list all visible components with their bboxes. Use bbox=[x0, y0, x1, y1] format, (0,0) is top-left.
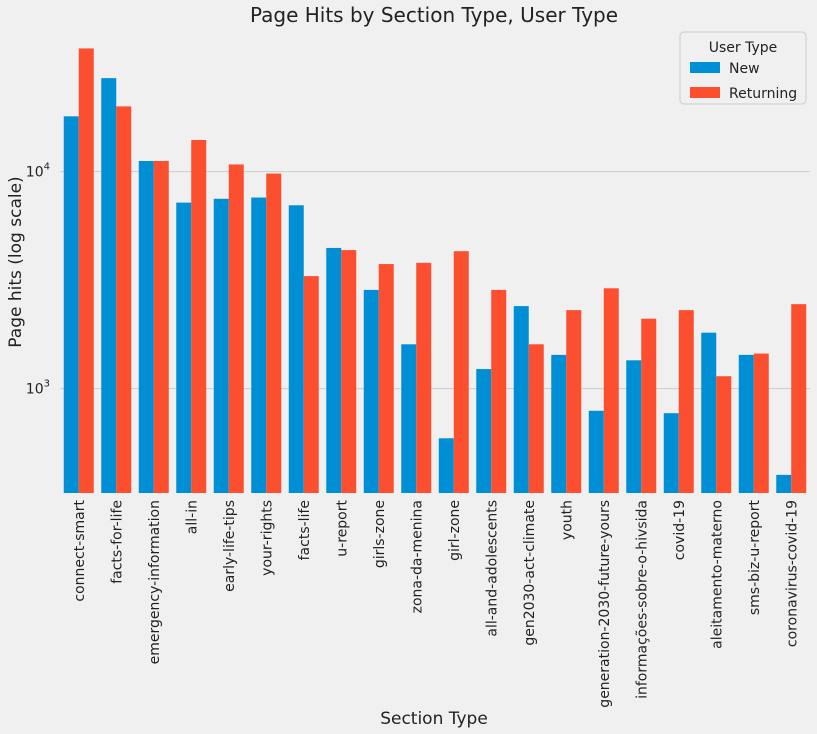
y-tick-label: 103 bbox=[26, 379, 50, 398]
bar-new-youth bbox=[551, 354, 567, 493]
legend-title: User Type bbox=[709, 40, 778, 56]
x-tick-label: youth bbox=[559, 500, 575, 540]
bar-returning-connect-smart bbox=[78, 48, 94, 493]
bar-returning-facts-life bbox=[303, 276, 319, 493]
legend-swatch bbox=[690, 62, 720, 73]
gridlines bbox=[60, 171, 810, 390]
bar-new-covid-19 bbox=[663, 413, 679, 493]
y-axis-ticks: 103 104 bbox=[26, 162, 50, 398]
x-tick-label: zona-da-menina bbox=[409, 500, 425, 613]
bar-new-all-and-adolescents bbox=[476, 369, 492, 493]
bar-returning-facts-for-life bbox=[116, 106, 132, 493]
x-tick-label: coronavirus-covid-19 bbox=[784, 500, 800, 647]
bar-returning-gen2030-act-climate bbox=[528, 344, 544, 493]
bar-returning-girls-zone bbox=[378, 264, 394, 493]
x-tick-label: u-report bbox=[334, 499, 350, 556]
bar-returning-aleitamento-materno bbox=[716, 376, 732, 493]
x-tick-label: connect-smart bbox=[72, 499, 88, 601]
bar-new-all-in bbox=[176, 202, 192, 493]
y-tick-label: 104 bbox=[26, 162, 50, 181]
x-tick-label: girl-zone bbox=[447, 500, 463, 561]
y-axis-label: Page hits (log scale) bbox=[6, 176, 26, 347]
bar-new-coronavirus-covid-19 bbox=[776, 474, 792, 493]
bar-returning-youth bbox=[566, 310, 582, 493]
bar-new-girl-zone bbox=[438, 438, 454, 493]
x-tick-label: all-in bbox=[184, 500, 200, 534]
bar-new-girls-zone bbox=[363, 289, 379, 493]
bar-new-informações-sobre-o-hivsida bbox=[626, 360, 642, 493]
bar-new-your-rights bbox=[251, 197, 267, 493]
x-axis-ticks: connect-smart facts-for-life emergency-inf… bbox=[72, 499, 801, 707]
bar-returning-emergency-information bbox=[153, 161, 169, 494]
x-tick-label: your-rights bbox=[259, 500, 275, 576]
legend-label: New bbox=[729, 61, 760, 77]
bar-new-connect-smart bbox=[63, 116, 79, 493]
bar-returning-girl-zone bbox=[453, 251, 469, 493]
bar-returning-informações-sobre-o-hivsida bbox=[641, 318, 657, 493]
bar-returning-covid-19 bbox=[678, 310, 694, 493]
bar-returning-sms-biz-u-report bbox=[753, 353, 769, 493]
bar-new-facts-for-life bbox=[101, 78, 117, 494]
x-tick-label: sms-biz-u-report bbox=[747, 499, 763, 615]
x-tick-label: emergency-information bbox=[147, 500, 163, 664]
bar-new-emergency-information bbox=[138, 161, 154, 494]
bar-new-facts-life bbox=[288, 205, 304, 493]
x-tick-label: early-life-tips bbox=[222, 500, 238, 592]
bar-new-aleitamento-materno bbox=[701, 332, 717, 493]
x-tick-label: facts-life bbox=[297, 500, 313, 560]
x-tick-label: facts-for-life bbox=[109, 500, 125, 584]
bar-returning-all-and-adolescents bbox=[491, 289, 507, 493]
bar-new-early-life-tips bbox=[213, 198, 229, 493]
bar-returning-all-in bbox=[191, 139, 207, 493]
legend-swatch bbox=[690, 87, 720, 98]
bars bbox=[63, 48, 807, 494]
bar-new-gen2030-act-climate bbox=[513, 306, 529, 493]
x-tick-label: generation-2030-future-yours bbox=[597, 500, 613, 708]
legend: User Type New Returning bbox=[679, 31, 807, 105]
bar-new-sms-biz-u-report bbox=[738, 354, 754, 493]
x-tick-label: girls-zone bbox=[372, 500, 388, 568]
bar-new-u-report bbox=[326, 247, 342, 493]
bar-returning-zona-da-menina bbox=[416, 262, 432, 493]
bar-returning-early-life-tips bbox=[228, 164, 244, 494]
bar-returning-generation-2030-future-yours bbox=[603, 288, 619, 493]
bar-returning-u-report bbox=[341, 250, 357, 493]
legend-box bbox=[679, 31, 807, 105]
bar-new-generation-2030-future-yours bbox=[588, 410, 604, 493]
x-tick-label: aleitamento-materno bbox=[709, 500, 725, 649]
bar-returning-your-rights bbox=[266, 173, 282, 493]
chart-title: Page Hits by Section Type, User Type bbox=[250, 3, 618, 27]
x-axis-label: Section Type bbox=[380, 709, 488, 729]
bar-returning-coronavirus-covid-19 bbox=[791, 304, 807, 493]
x-tick-label: gen2030-act-climate bbox=[522, 500, 538, 646]
x-tick-label: informações-sobre-o-hivsida bbox=[634, 500, 650, 699]
bar-new-zona-da-menina bbox=[401, 344, 417, 493]
x-tick-label: all-and-adolescents bbox=[484, 500, 500, 637]
legend-label: Returning bbox=[729, 86, 797, 102]
x-tick-label: covid-19 bbox=[672, 500, 688, 560]
